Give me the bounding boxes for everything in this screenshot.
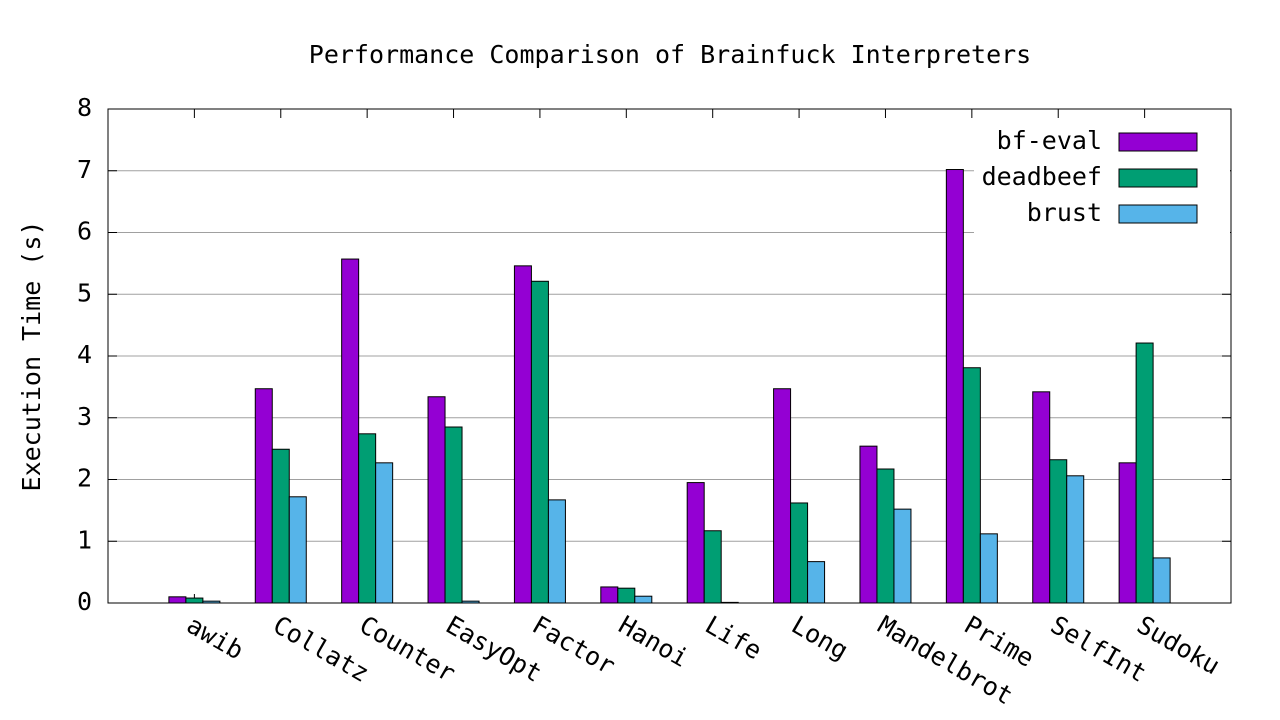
bar	[790, 502, 809, 604]
x-tick-label: Collatz	[268, 610, 374, 688]
bar	[945, 169, 964, 604]
y-tick-label: 7	[77, 155, 92, 184]
bar	[341, 258, 360, 604]
bar	[288, 496, 307, 604]
x-tick-label: awib	[182, 610, 249, 665]
bar	[1032, 391, 1051, 604]
bar	[876, 468, 895, 604]
y-tick-label: 8	[77, 93, 92, 122]
bar	[807, 561, 826, 604]
bar	[1152, 557, 1171, 604]
bar	[254, 388, 273, 604]
x-tick-label: Counter	[355, 610, 461, 688]
bar	[1049, 459, 1068, 604]
x-tick-label: EasyOpt	[441, 610, 547, 688]
y-tick-label: 1	[77, 525, 92, 554]
bar	[185, 597, 204, 604]
bar	[773, 388, 792, 604]
bar	[893, 508, 912, 604]
y-tick-label: 6	[77, 217, 92, 246]
bar	[427, 396, 446, 604]
y-tick-label: 5	[77, 278, 92, 307]
bar	[1066, 475, 1085, 604]
x-tick-label: Long	[787, 610, 854, 665]
bar	[703, 530, 722, 604]
bar	[513, 265, 532, 604]
y-axis-label: Execution Time (s)	[17, 221, 46, 492]
bar	[686, 482, 705, 604]
legend-label: bf-eval	[997, 126, 1102, 155]
bar	[634, 595, 653, 604]
y-tick-label: 2	[77, 464, 92, 493]
legend-label: deadbeef	[982, 162, 1102, 191]
bar	[979, 533, 998, 604]
legend-swatch	[1118, 204, 1198, 224]
bar	[168, 596, 187, 604]
y-tick-label: 3	[77, 402, 92, 431]
bar	[859, 445, 878, 604]
y-tick-label: 4	[77, 340, 92, 369]
bar	[375, 462, 394, 604]
y-tick-label: 0	[77, 587, 92, 616]
x-tick-label: Life	[700, 610, 767, 665]
plot-frame	[107, 108, 1232, 604]
chart-title: Performance Comparison of Brainfuck Inte…	[309, 40, 1031, 69]
bar	[1135, 342, 1154, 604]
bar	[271, 448, 290, 604]
x-tick-label: Hanoi	[614, 610, 694, 673]
bar	[547, 499, 566, 604]
legend-label: brust	[1027, 198, 1102, 227]
bar	[617, 587, 636, 604]
bar	[530, 280, 549, 604]
legend-swatch	[1118, 168, 1198, 188]
bar	[600, 586, 619, 604]
x-tick-label: SelfInt	[1046, 610, 1152, 688]
bar	[1118, 462, 1137, 604]
bar	[962, 367, 981, 604]
bar	[358, 433, 377, 604]
legend-swatch	[1118, 132, 1198, 152]
bar	[444, 426, 463, 604]
